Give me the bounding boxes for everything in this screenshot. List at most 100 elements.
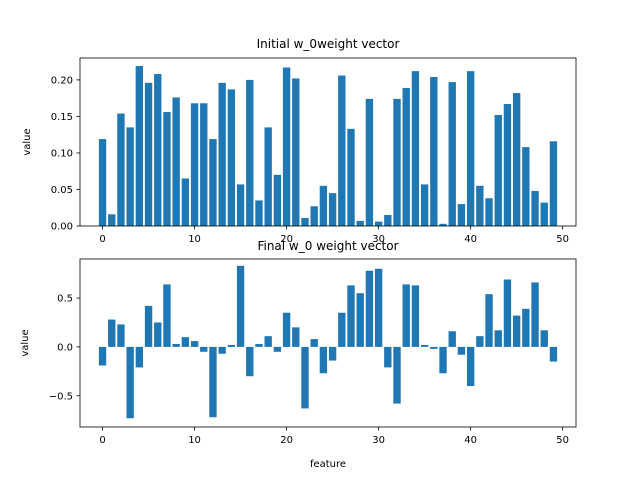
bar-initial <box>282 67 291 226</box>
x-tick-label: 40 <box>464 234 477 245</box>
x-tick-label: 30 <box>372 435 385 446</box>
bar-final <box>540 330 548 347</box>
bar-initial <box>292 78 300 226</box>
bar-final <box>108 319 116 347</box>
bar-final <box>384 346 392 368</box>
y-tick-label: −0.5 <box>49 391 73 402</box>
axes-frame-initial <box>79 57 577 227</box>
bar-final <box>236 265 245 347</box>
bar-final <box>420 344 429 347</box>
bar-initial <box>393 98 401 226</box>
bar-initial <box>411 71 420 227</box>
bar-final <box>98 346 107 366</box>
x-tick-label: 50 <box>556 234 569 245</box>
bar-initial <box>503 104 512 226</box>
bar-initial <box>430 76 438 227</box>
bar-initial <box>448 82 456 226</box>
x-tick-label: 10 <box>188 435 201 446</box>
bar-initial <box>227 89 236 226</box>
bar-final <box>135 346 144 368</box>
bar-final <box>255 343 263 347</box>
bar-final <box>365 270 374 347</box>
bar-initial <box>522 147 530 226</box>
x-tick-label: 50 <box>556 435 569 446</box>
bar-initial <box>301 217 309 226</box>
bar-initial <box>457 204 466 226</box>
bar-final <box>163 284 171 347</box>
bar-initial <box>264 127 272 226</box>
bar-initial <box>236 184 245 226</box>
bar-final <box>549 346 558 362</box>
x-tick-label: 0 <box>99 435 105 446</box>
bar-final <box>457 346 466 355</box>
bar-initial <box>466 71 475 227</box>
chart-title-initial: Initial w_0weight vector <box>257 37 400 51</box>
bar-initial <box>420 184 429 226</box>
bar-initial <box>154 74 162 226</box>
subplot-final: 0 10 20 30 40 50 −0.5 0.0 0.5 Final w_0 weight … <box>20 239 577 470</box>
y-tick-label: 0.00 <box>51 222 73 233</box>
bars-initial <box>98 66 558 227</box>
bar-initial <box>319 185 328 226</box>
x-tick-label: 30 <box>372 234 385 245</box>
bar-initial <box>117 113 125 226</box>
bar-initial <box>328 193 337 226</box>
y-axis-label-final: value <box>20 329 31 356</box>
bar-initial <box>172 97 180 226</box>
bar-final <box>209 346 217 418</box>
bar-final <box>273 346 282 352</box>
y-tick-label: 0.10 <box>51 149 73 160</box>
bar-initial <box>540 202 548 226</box>
chart-title-final: Final w_0 weight vector <box>257 239 398 253</box>
x-tick-label: 40 <box>464 435 477 446</box>
bar-initial <box>549 141 558 226</box>
bar-final <box>117 324 125 347</box>
bar-final <box>126 346 134 419</box>
x-tick-label: 20 <box>280 234 293 245</box>
bar-final <box>246 346 254 377</box>
y-ticks-initial: 0.00 0.05 0.10 0.15 0.20 <box>51 76 80 233</box>
bar-initial <box>485 198 493 226</box>
bar-final <box>200 346 208 352</box>
x-ticks-initial: 0 10 20 30 40 50 <box>99 226 569 245</box>
y-tick-label: 0.15 <box>51 112 73 123</box>
bar-initial <box>439 223 447 226</box>
bar-initial <box>402 87 410 226</box>
x-ticks-final: 0 10 20 30 40 50 <box>99 427 569 446</box>
bar-final <box>144 305 153 347</box>
bar-initial <box>476 185 484 226</box>
bar-final <box>393 346 401 404</box>
bar-final <box>338 312 346 347</box>
bar-final <box>476 336 484 347</box>
bar-final <box>264 336 272 347</box>
bar-initial <box>273 174 282 226</box>
bar-initial <box>190 103 199 226</box>
bar-final <box>503 279 512 347</box>
bar-final <box>347 285 355 347</box>
y-tick-label: 0.5 <box>57 294 73 305</box>
x-axis-label-final: feature <box>310 459 346 470</box>
bar-initial <box>512 93 521 226</box>
bar-final <box>292 327 300 347</box>
y-tick-label: 0.0 <box>57 343 73 354</box>
bar-final <box>328 346 337 361</box>
bar-initial <box>126 127 134 226</box>
bar-final <box>190 341 199 347</box>
bar-initial <box>255 200 263 226</box>
bar-final <box>218 346 226 354</box>
bar-initial <box>135 66 144 226</box>
bar-initial <box>98 139 107 226</box>
bar-final <box>154 322 162 347</box>
bar-initial <box>246 79 254 226</box>
bar-final <box>448 331 456 347</box>
bar-final <box>402 284 410 347</box>
bar-final <box>227 344 236 347</box>
bar-initial <box>144 82 153 226</box>
x-tick-label: 10 <box>188 234 201 245</box>
bar-initial <box>218 82 226 226</box>
bar-final <box>522 308 530 347</box>
x-tick-label: 20 <box>280 435 293 446</box>
bar-final <box>430 346 438 349</box>
bar-initial <box>365 98 374 226</box>
